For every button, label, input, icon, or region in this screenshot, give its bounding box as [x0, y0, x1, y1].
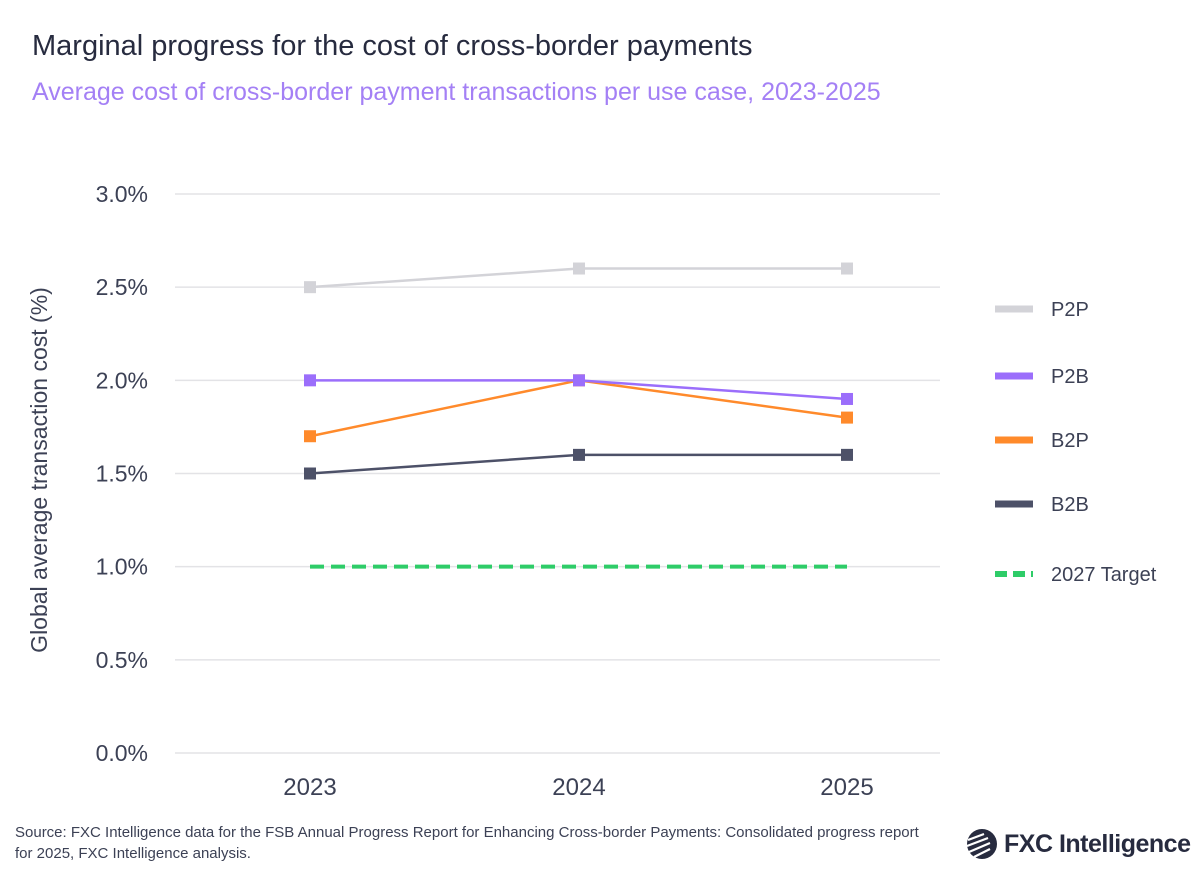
- chart-title: Marginal progress for the cost of cross-…: [32, 30, 753, 62]
- fxc-logo: FXC Intelligence: [966, 828, 1191, 860]
- legend-label: P2P: [1051, 299, 1089, 321]
- series-line-b2p: [309, 379, 848, 438]
- y-tick-label: 1.5%: [96, 461, 148, 487]
- x-tick-label: 2024: [552, 774, 605, 801]
- y-tick-label: 1.0%: [96, 554, 148, 580]
- data-point-b2b: [573, 448, 585, 461]
- y-tick-label: 0.5%: [96, 647, 148, 673]
- data-point-p2b: [304, 374, 316, 387]
- y-axis-label: Global average transaction cost (%): [26, 287, 52, 653]
- x-tick-label: 2025: [820, 774, 873, 801]
- data-point-p2b: [573, 374, 585, 387]
- legend-label: B2B: [1051, 494, 1089, 516]
- data-point-b2p: [841, 411, 853, 424]
- data-point-p2p: [304, 281, 316, 294]
- fxc-logo-icon: [966, 829, 997, 859]
- source-note: Source: FXC Intelligence data for the FS…: [15, 824, 919, 862]
- y-tick-label: 2.5%: [96, 274, 148, 300]
- data-point-b2b: [841, 448, 853, 461]
- chart-subtitle: Average cost of cross-border payment tra…: [32, 78, 881, 106]
- data-point-p2p: [841, 262, 853, 275]
- y-tick-label: 3.0%: [96, 181, 148, 207]
- y-tick-label: 2.0%: [96, 367, 148, 393]
- y-tick-label: 0.0%: [96, 740, 148, 766]
- legend-label: P2B: [1051, 366, 1089, 388]
- data-point-p2b: [841, 392, 853, 405]
- x-tick-label: 2023: [283, 774, 336, 801]
- legend-label: B2P: [1051, 430, 1089, 452]
- legend-label: 2027 Target: [1051, 564, 1157, 586]
- data-point-p2p: [573, 262, 585, 275]
- data-point-b2b: [304, 467, 316, 480]
- data-point-b2p: [304, 430, 316, 443]
- logo-text: FXC Intelligence: [1004, 829, 1191, 858]
